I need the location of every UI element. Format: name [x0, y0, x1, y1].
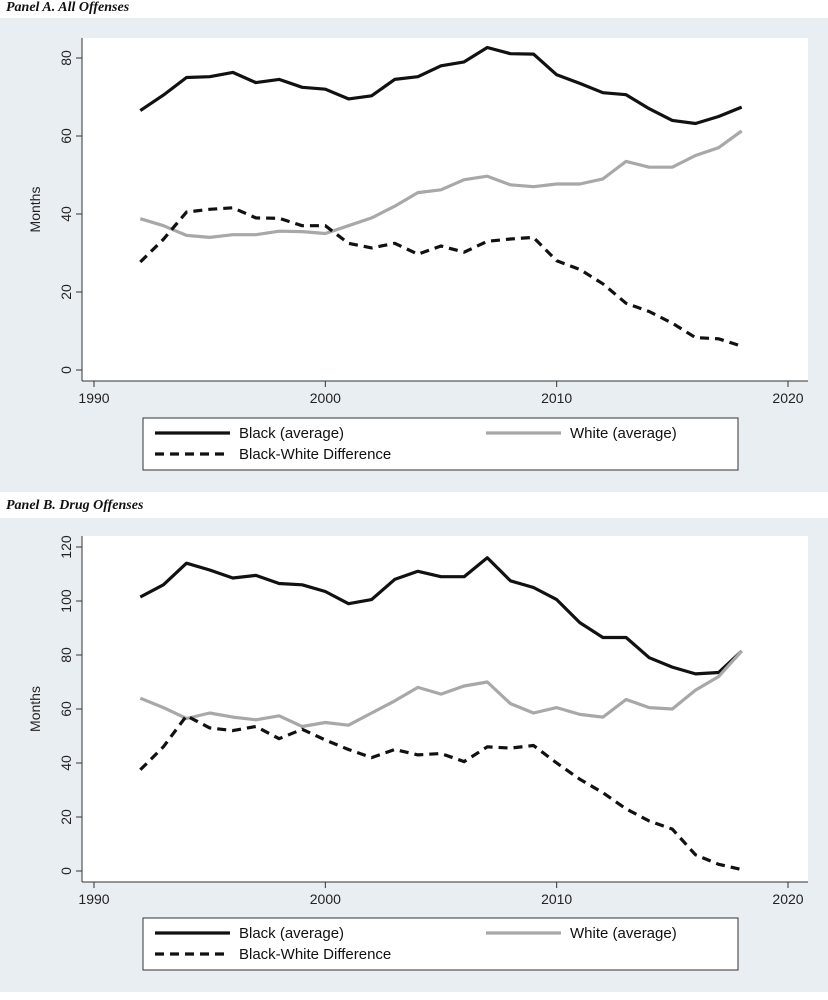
panel-a-title: Panel A. All Offenses — [6, 0, 130, 15]
y-tick-label: 100 — [58, 589, 74, 613]
legend-label: Black-White Difference — [239, 946, 391, 963]
x-tick-label: 2000 — [310, 390, 341, 406]
x-tick-label: 2010 — [541, 891, 572, 907]
y-axis-label: Months — [27, 686, 43, 732]
series-line-black-average — [139, 45, 743, 126]
x-tick-label: 2000 — [310, 891, 341, 907]
x-tick-label: 1990 — [78, 891, 109, 907]
x-tick-label: 2020 — [772, 891, 803, 907]
panel-b-chart: 0 20 40 60 80 100 120 1990 2000 2010 2020 Months Bla… — [0, 518, 828, 992]
y-tick-label: 60 — [58, 128, 74, 144]
legend-label: White (average) — [570, 925, 677, 942]
panel-a-chart: 0 20 40 60 80 1990 2000 2010 2020 Months Black (av… — [0, 18, 828, 492]
legend-label: Black (average) — [239, 425, 344, 442]
legend-label: Black-White Difference — [239, 446, 391, 463]
y-tick-label: 80 — [58, 50, 74, 66]
legend-label: White (average) — [570, 425, 677, 442]
y-tick-label: 0 — [58, 366, 74, 374]
series-line-black-white-difference — [139, 714, 743, 872]
y-axis-label: Months — [27, 187, 43, 233]
series-line-white-average — [139, 649, 743, 729]
y-tick-label: 20 — [58, 284, 74, 300]
series-line-black-average — [139, 556, 743, 676]
y-tick-label: 60 — [58, 701, 74, 717]
legend-label: Black (average) — [239, 925, 344, 942]
legend-box — [142, 917, 739, 971]
x-tick-label: 1990 — [78, 390, 109, 406]
panel-b-title: Panel B. Drug Offenses — [6, 498, 144, 513]
series-line-white-average — [139, 129, 743, 239]
y-tick-label: 120 — [58, 535, 74, 559]
plot-area — [82, 38, 808, 381]
x-tick-label: 2010 — [541, 390, 572, 406]
y-tick-label: 40 — [58, 755, 74, 771]
x-tick-label: 2020 — [772, 390, 803, 406]
series-line-black-white-difference — [139, 206, 743, 348]
plot-area — [82, 536, 808, 882]
y-tick-label: 80 — [58, 647, 74, 663]
y-tick-label: 40 — [58, 206, 74, 222]
y-tick-label: 20 — [58, 809, 74, 825]
legend-box — [142, 417, 739, 471]
y-tick-label: 0 — [58, 867, 74, 875]
